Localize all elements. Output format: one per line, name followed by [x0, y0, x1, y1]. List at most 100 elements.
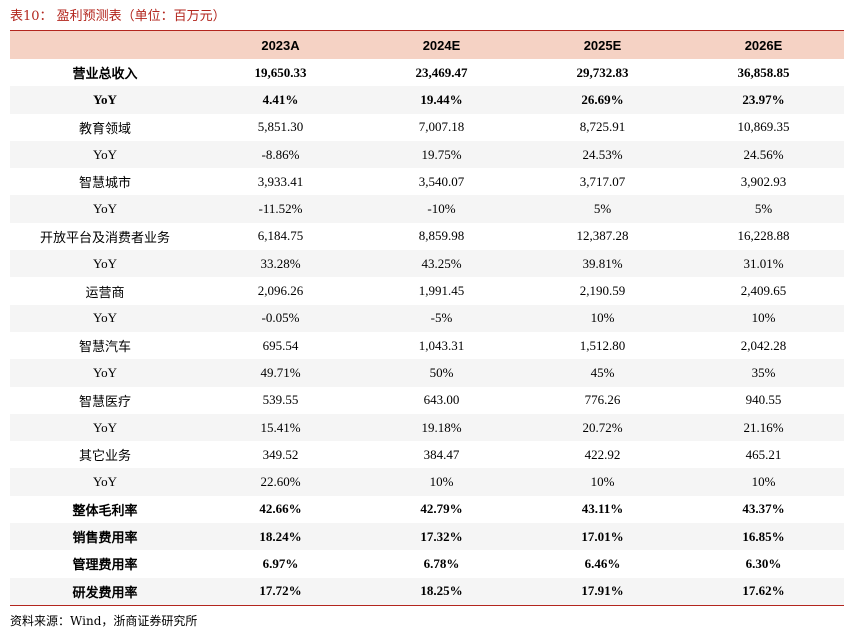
table-caption: 表10： 盈利预测表（单位：百万元） [10, 9, 226, 24]
table-cell: 43.25% [361, 250, 522, 278]
table-cell: 19.75% [361, 140, 522, 169]
table-cell: 42.66% [259, 501, 302, 517]
row-label: 管理费用率 [72, 557, 138, 573]
table-cell: 3,902.93 [740, 173, 787, 189]
row-label: YoY [10, 304, 200, 332]
table-cell: 20.72% [522, 413, 683, 442]
table-cell: 50% [361, 359, 522, 387]
row-label: 营业总收入 [72, 66, 138, 82]
table-cell: 4.41% [200, 86, 361, 114]
table-cell: 35% [683, 359, 844, 387]
row-label: 销售费用率 [10, 523, 200, 551]
table-cell: 16,228.88 [737, 228, 790, 244]
row-label: YoY [10, 140, 200, 169]
table-cell: 45% [522, 359, 683, 387]
table-cell: 43.11% [581, 501, 624, 517]
table-cell: 3,933.41 [257, 173, 304, 189]
table-cell: -5% [361, 304, 522, 332]
row-label: YoY [10, 413, 200, 442]
row-label: YoY [10, 359, 200, 387]
table-cell: 8,859.98 [418, 228, 465, 244]
table-cell: 10% [522, 304, 683, 332]
table-row: 研发费用率 17.72% 18.25% 17.91% 17.62% [10, 577, 844, 606]
table-cell: 15.41% [200, 413, 361, 442]
table-cell: 776.26 [584, 392, 621, 408]
table-row: 智慧医疗 539.55 643.00 776.26 940.55 [10, 387, 844, 414]
table-cell: 10% [683, 468, 844, 496]
header-cell: 2023A [200, 30, 361, 59]
table-cell: 8,725.91 [579, 119, 626, 135]
table-cell: 10% [683, 304, 844, 332]
table-row: 运营商 2,096.26 1,991.45 2,190.59 2,409.65 [10, 277, 844, 304]
table-cell: 10% [522, 468, 683, 496]
header-cell [10, 30, 200, 59]
table-cell: 643.00 [423, 392, 460, 408]
table-row: YoY 33.28% 43.25% 39.81% 31.01% [10, 250, 844, 278]
table-row: 智慧城市 3,933.41 3,540.07 3,717.07 3,902.93 [10, 168, 844, 195]
table-cell: 695.54 [262, 337, 299, 353]
table-cell: 1,991.45 [418, 283, 465, 299]
row-label: 运营商 [85, 284, 125, 300]
row-label: YoY [10, 250, 200, 278]
row-label: YoY [10, 195, 200, 223]
table-cell: 1,512.80 [579, 337, 626, 353]
table-row: 管理费用率 6.97% 6.78% 6.46% 6.30% [10, 550, 844, 577]
table-cell: 18.25% [361, 577, 522, 606]
table-cell: -11.52% [200, 195, 361, 223]
table-cell: 422.92 [584, 446, 621, 462]
header-cell: 2026E [683, 30, 844, 59]
row-label: 智慧城市 [78, 175, 131, 191]
table-row: 整体毛利率 42.66% 42.79% 43.11% 43.37% [10, 496, 844, 523]
table-cell: 12,387.28 [576, 228, 629, 244]
table-cell: 36,858.85 [737, 64, 790, 80]
row-label: 整体毛利率 [72, 502, 138, 518]
table-cell: 5% [683, 195, 844, 223]
table-cell: 26.69% [522, 86, 683, 114]
table-cell: 23,469.47 [415, 64, 468, 80]
table-row: YoY 4.41% 19.44% 26.69% 23.97% [10, 86, 844, 114]
row-label: 智慧医疗 [78, 393, 131, 409]
table-cell: 384.47 [423, 446, 460, 462]
table-cell: 6.30% [745, 555, 782, 571]
table-cell: 10,869.35 [737, 119, 790, 135]
table-cell: 3,540.07 [418, 173, 465, 189]
table-cell: -0.05% [200, 304, 361, 332]
forecast-table-container: 2023A 2024E 2025E 2026E 营业总收入 19,650.33 23… [10, 30, 844, 606]
table-row: 开放平台及消费者业务 6,184.75 8,859.98 12,387.28 16,22… [10, 223, 844, 250]
table-cell: 10% [361, 468, 522, 496]
row-label: 教育领域 [78, 120, 131, 136]
table-cell: 17.72% [200, 577, 361, 606]
table-cell: 31.01% [683, 250, 844, 278]
row-label: YoY [10, 86, 200, 114]
table-cell: 539.55 [262, 392, 299, 408]
table-cell: 6.97% [262, 555, 299, 571]
table-row: YoY 49.71% 50% 45% 35% [10, 359, 844, 387]
table-row: 营业总收入 19,650.33 23,469.47 29,732.83 36,858.8… [10, 59, 844, 86]
table-cell: 33.28% [200, 250, 361, 278]
table-cell: 43.37% [742, 501, 785, 517]
table-cell: 19.18% [361, 413, 522, 442]
table-cell: 17.01% [522, 523, 683, 551]
row-label: YoY [10, 468, 200, 496]
table-row: 智慧汽车 695.54 1,043.31 1,512.80 2,042.28 [10, 332, 844, 359]
table-cell: 2,042.28 [740, 337, 787, 353]
row-label: 研发费用率 [10, 577, 200, 606]
table-cell: 21.16% [683, 413, 844, 442]
table-cell: 39.81% [522, 250, 683, 278]
table-row: YoY -0.05% -5% 10% 10% [10, 304, 844, 332]
table-row: YoY 22.60% 10% 10% 10% [10, 468, 844, 496]
table-row: 其它业务 349.52 384.47 422.92 465.21 [10, 441, 844, 468]
table-cell: 465.21 [745, 446, 782, 462]
source-note: 资料来源：Wind，浙商证券研究所 [10, 614, 198, 628]
table-cell: 24.56% [683, 140, 844, 169]
table-cell: 2,096.26 [257, 283, 304, 299]
table-cell: 19,650.33 [254, 64, 307, 80]
table-cell: -10% [361, 195, 522, 223]
table-cell: 940.55 [745, 392, 782, 408]
forecast-table: 2023A 2024E 2025E 2026E 营业总收入 19,650.33 23… [10, 30, 844, 606]
table-cell: 17.62% [683, 577, 844, 606]
row-label: 开放平台及消费者业务 [39, 229, 170, 245]
table-cell: 1,043.31 [418, 337, 465, 353]
table-row: 教育领域 5,851.30 7,007.18 8,725.91 10,869.35 [10, 114, 844, 141]
table-cell: 24.53% [522, 140, 683, 169]
